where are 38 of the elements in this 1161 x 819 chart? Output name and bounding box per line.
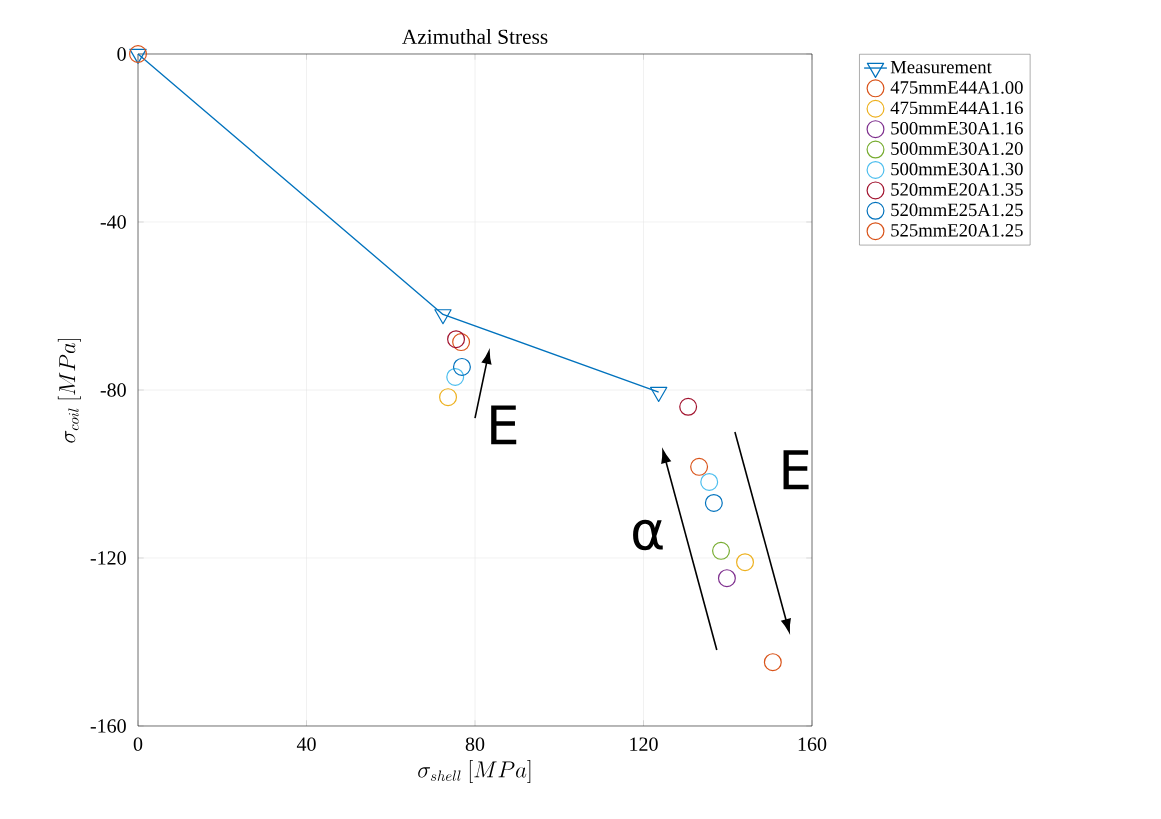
annotation: α (633, 519, 663, 551)
y-axis-title: $\sigma_{coil}\ [MPa]$ (57, 338, 81, 443)
x-axis-title: $\sigma_{shell}\ [MPa]$ (418, 760, 531, 784)
y-tick-label: -120 (90, 551, 126, 565)
y-tick-label: -40 (100, 215, 126, 229)
x-tick-label: 0 (133, 737, 143, 751)
x-tick-label: 160 (798, 737, 827, 751)
x-tick-label: 120 (630, 737, 658, 751)
point (717, 569, 736, 588)
point (452, 357, 471, 376)
point (736, 553, 755, 572)
point (439, 388, 458, 407)
annotation: E (491, 405, 517, 445)
y-tick-label: -80 (100, 383, 126, 397)
x-tick-label: 40 (296, 737, 316, 751)
y-tick-label: 0 (117, 47, 126, 61)
y-tick-label: -160 (90, 719, 126, 733)
point (452, 333, 471, 352)
point (712, 541, 731, 560)
legend-label: 500mmE30A1.16 (891, 121, 1023, 135)
legend-label: 520mmE20A1.35 (891, 183, 1023, 196)
point (763, 653, 782, 672)
legend-label: 475mmE44A1.16 (890, 101, 1023, 115)
chart-title: Azimuthal Stress (402, 28, 548, 44)
point (679, 397, 698, 416)
point (447, 330, 466, 349)
legend-label: 500mmE30A1.30 (891, 162, 1023, 176)
annotation: E (783, 450, 809, 490)
point (690, 457, 709, 476)
point (446, 367, 465, 386)
legend-label: 525mmE20A1.25 (891, 223, 1023, 237)
point (700, 472, 719, 491)
legend-label: 475mmE44A1.00 (890, 81, 1023, 94)
legend-label: 520mmE25A1.25 (891, 203, 1023, 217)
x-tick-label: 80 (465, 737, 485, 751)
legend-label: Measurement (890, 60, 992, 74)
legend-label: 500mmE30A1.20 (891, 142, 1023, 156)
point (704, 493, 723, 512)
